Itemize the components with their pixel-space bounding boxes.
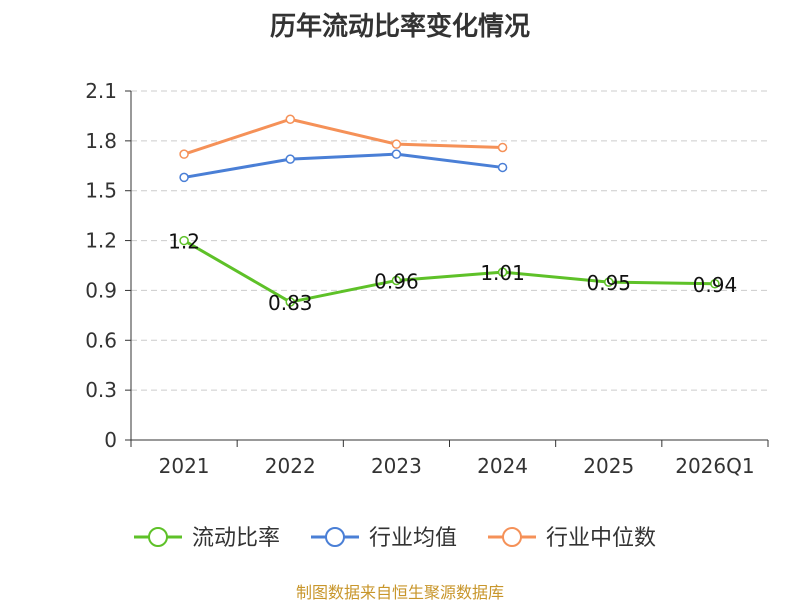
data-point <box>710 279 720 289</box>
y-tick-label: 2.1 <box>85 79 117 103</box>
data-point <box>285 297 295 307</box>
legend-marker <box>148 527 168 547</box>
y-tick-label: 0 <box>104 428 117 452</box>
x-tick-label: 2025 <box>583 454 634 478</box>
data-point <box>497 142 508 153</box>
chart-title: 历年流动比率变化情况 <box>269 12 530 42</box>
data-label: 0.83 <box>268 291 313 315</box>
source-note: 制图数据来自恒生聚源数据库 <box>295 583 504 602</box>
y-tick-label: 1.8 <box>85 129 117 153</box>
x-tick-label: 2026Q1 <box>675 454 754 478</box>
legend-label: 行业中位数 <box>546 526 656 551</box>
x-tick-label: 2022 <box>265 454 316 478</box>
data-label: 0.96 <box>374 269 419 293</box>
series-line-3 <box>183 117 503 156</box>
series-line-1 <box>183 239 715 304</box>
legend: 流动比率 行业均值 行业中位数 <box>134 526 656 551</box>
data-point <box>497 267 508 277</box>
legend-marker <box>502 527 522 547</box>
y-tick-label: 1.5 <box>85 179 117 203</box>
series-line-2 <box>183 152 503 179</box>
data-point <box>391 149 402 159</box>
data-point <box>285 114 295 125</box>
grid-layer <box>131 90 768 391</box>
y-tick-label: 0.6 <box>85 328 117 352</box>
data-point <box>285 154 295 164</box>
data-point <box>497 162 508 173</box>
data-label: 0.95 <box>586 271 631 295</box>
y-tick-label: 0.3 <box>85 378 117 402</box>
x-tick-label: 2021 <box>159 454 210 478</box>
legend-label: 流动比率 <box>192 526 280 551</box>
data-label-layer: 1.2 0.83 0.96 1.01 0.95 0.94 <box>168 230 737 315</box>
data-point <box>179 235 189 246</box>
legend-label: 行业均值 <box>369 526 457 551</box>
data-point <box>604 277 614 287</box>
data-point <box>391 139 402 149</box>
x-tick-label: 2023 <box>371 454 422 478</box>
data-label: 0.94 <box>693 273 738 297</box>
data-label: 1.2 <box>168 230 200 254</box>
y-tick-label: 1.2 <box>85 229 117 253</box>
data-label: 1.01 <box>480 261 525 285</box>
data-point <box>179 149 189 159</box>
data-point <box>391 275 402 286</box>
y-tick-label: 0.9 <box>85 278 117 302</box>
x-tick-label: 2024 <box>477 454 528 478</box>
axis-layer: 0 0.3 0.6 0.9 1.2 1.5 1.8 2.1 2021 2022 2023 2024 20… <box>85 79 769 478</box>
series-layer <box>179 114 720 307</box>
data-point <box>179 172 189 183</box>
legend-marker <box>325 527 345 547</box>
